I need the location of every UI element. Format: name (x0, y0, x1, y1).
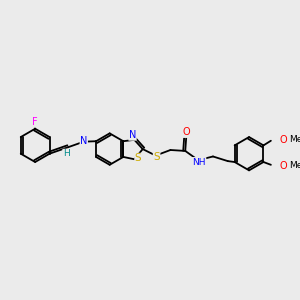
Text: N: N (129, 130, 136, 140)
Text: O: O (279, 161, 287, 171)
Text: Me: Me (290, 135, 300, 144)
Text: Me: Me (290, 161, 300, 170)
Text: F: F (32, 117, 38, 127)
Text: S: S (153, 152, 160, 162)
Text: NH: NH (192, 158, 206, 166)
Text: S: S (135, 153, 141, 163)
Text: O: O (182, 128, 190, 137)
Text: N: N (80, 136, 88, 146)
Text: O: O (279, 135, 287, 145)
Text: H: H (63, 149, 70, 158)
